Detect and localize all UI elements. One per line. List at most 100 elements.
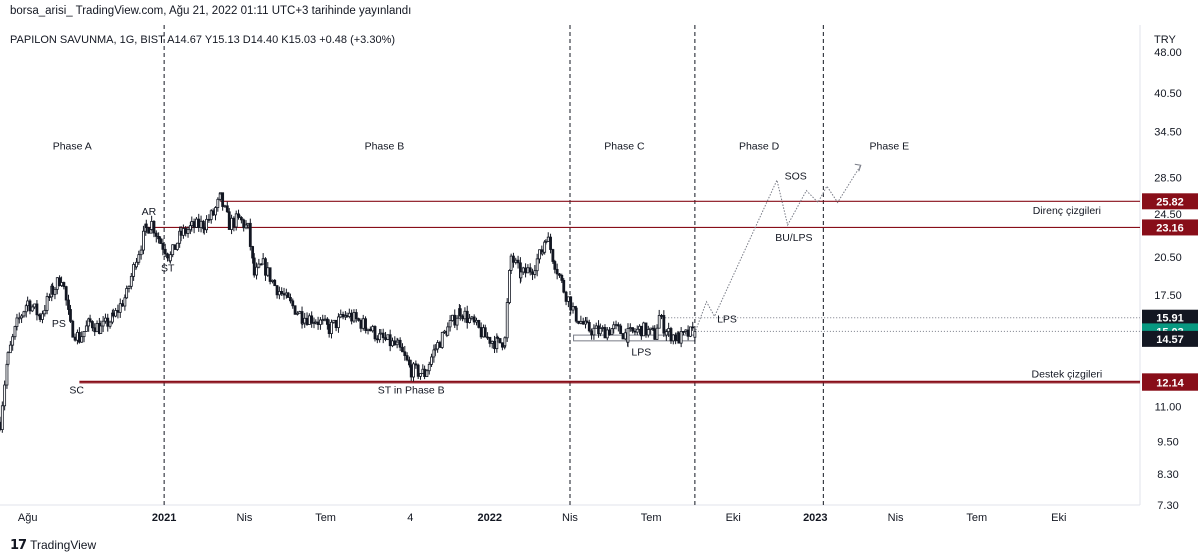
candle-body [330, 321, 333, 334]
candle-body [319, 319, 322, 325]
candle-body [649, 327, 653, 330]
candle-body [121, 303, 124, 307]
candle-body [359, 319, 363, 329]
x-tick-label: 2021 [152, 512, 176, 524]
candle-body [125, 288, 129, 299]
candle-body [289, 297, 292, 302]
candle-body [423, 368, 427, 377]
candle-body [628, 327, 632, 330]
candle-body [562, 279, 566, 293]
candle-body [207, 218, 211, 221]
candle-body [526, 267, 530, 274]
candle-body [282, 293, 286, 296]
candle-body [55, 277, 59, 290]
chart-area[interactable]: Phase A Phase B Phase C Phase D Phase E AR ST P… [0, 25, 1200, 535]
brand-name: TradingView [30, 538, 97, 552]
x-tick-label: Tem [315, 512, 336, 524]
candle-body [498, 338, 502, 344]
candle-body [430, 356, 433, 365]
candle-body [468, 317, 471, 323]
candle-body [242, 219, 246, 229]
candle-body [388, 334, 392, 347]
price-badge [1142, 193, 1198, 210]
candle-body [551, 249, 555, 262]
candle-body [566, 296, 570, 302]
candle-body [271, 279, 274, 282]
x-tick-label: Nis [562, 512, 578, 524]
candle-body [347, 312, 351, 317]
candle-body [129, 275, 133, 287]
candle-body [163, 248, 167, 255]
candle-body [171, 244, 175, 256]
candle-body [642, 322, 646, 337]
candle-body [639, 325, 643, 337]
candle-body [375, 338, 379, 341]
x-tick-label: 4 [407, 512, 413, 524]
candle-body [325, 318, 329, 325]
y-tick-label: 7.30 [1157, 500, 1178, 512]
candle-body [581, 321, 585, 325]
candle-body [500, 342, 504, 348]
candle-body [252, 257, 256, 276]
y-tick-label: 20.50 [1154, 252, 1182, 264]
candle-body [662, 315, 666, 334]
candle-body [214, 207, 217, 216]
price-badge-label: 12.14 [1156, 378, 1184, 390]
candle-body [419, 373, 422, 377]
candle-body [71, 320, 75, 338]
price-badge [1142, 309, 1198, 326]
candle-body [275, 285, 279, 296]
annotation-label: AR [142, 206, 157, 218]
candle-body [232, 217, 236, 228]
x-axis: Ağu 2021 Nis Tem 4 2022 Nis Tem Eki 2023 Nis Tem Eki [18, 512, 1067, 524]
candle-body [305, 317, 309, 325]
candle-body [368, 328, 372, 332]
candle-body [614, 324, 618, 327]
candle-body [470, 316, 474, 319]
candle-body [405, 355, 409, 361]
candle-body [544, 241, 548, 243]
candle-body [461, 315, 465, 320]
price-chart[interactable]: Phase A Phase B Phase C Phase D Phase E AR ST P… [0, 25, 1200, 535]
candle-body [621, 333, 625, 340]
candle-body [528, 267, 532, 273]
candle-body [35, 303, 39, 316]
candle-body [493, 340, 496, 350]
candle-body [381, 332, 385, 339]
candle-body [20, 315, 23, 319]
annotation-label: LPS [717, 313, 737, 325]
candle-body [179, 230, 183, 236]
y-tick-label: 34.50 [1154, 127, 1182, 139]
y-tick-label: 8.30 [1157, 469, 1178, 481]
price-badge-label: 15.91 [1156, 313, 1184, 325]
candle-body [30, 306, 34, 312]
candle-body [135, 261, 138, 268]
candle-body [512, 255, 515, 263]
candle-body [379, 332, 383, 335]
projection-polyline [695, 164, 862, 331]
footer: 17 TradingView [10, 535, 96, 555]
candle-body [594, 325, 598, 329]
candle-body [619, 325, 623, 335]
candle-body [95, 323, 99, 333]
candle-body [590, 330, 593, 336]
candle-body [408, 359, 411, 366]
y-tick-label: 9.50 [1157, 437, 1178, 449]
price-badge [1142, 219, 1198, 236]
candle-body [689, 326, 692, 337]
candle-body [352, 312, 356, 322]
candle-body [603, 327, 607, 339]
annotation-label: Phase C [604, 141, 645, 153]
candle-body [286, 292, 290, 298]
candle-body [230, 217, 233, 230]
price-badge-label: 25.82 [1156, 196, 1184, 208]
candle-body [516, 259, 520, 264]
candle-body [248, 222, 252, 247]
candle-body [291, 300, 295, 307]
candle-body [51, 285, 55, 295]
candle-body [396, 339, 400, 343]
candle-body [508, 270, 511, 303]
candle-body [48, 296, 51, 298]
candle-body [546, 236, 550, 242]
